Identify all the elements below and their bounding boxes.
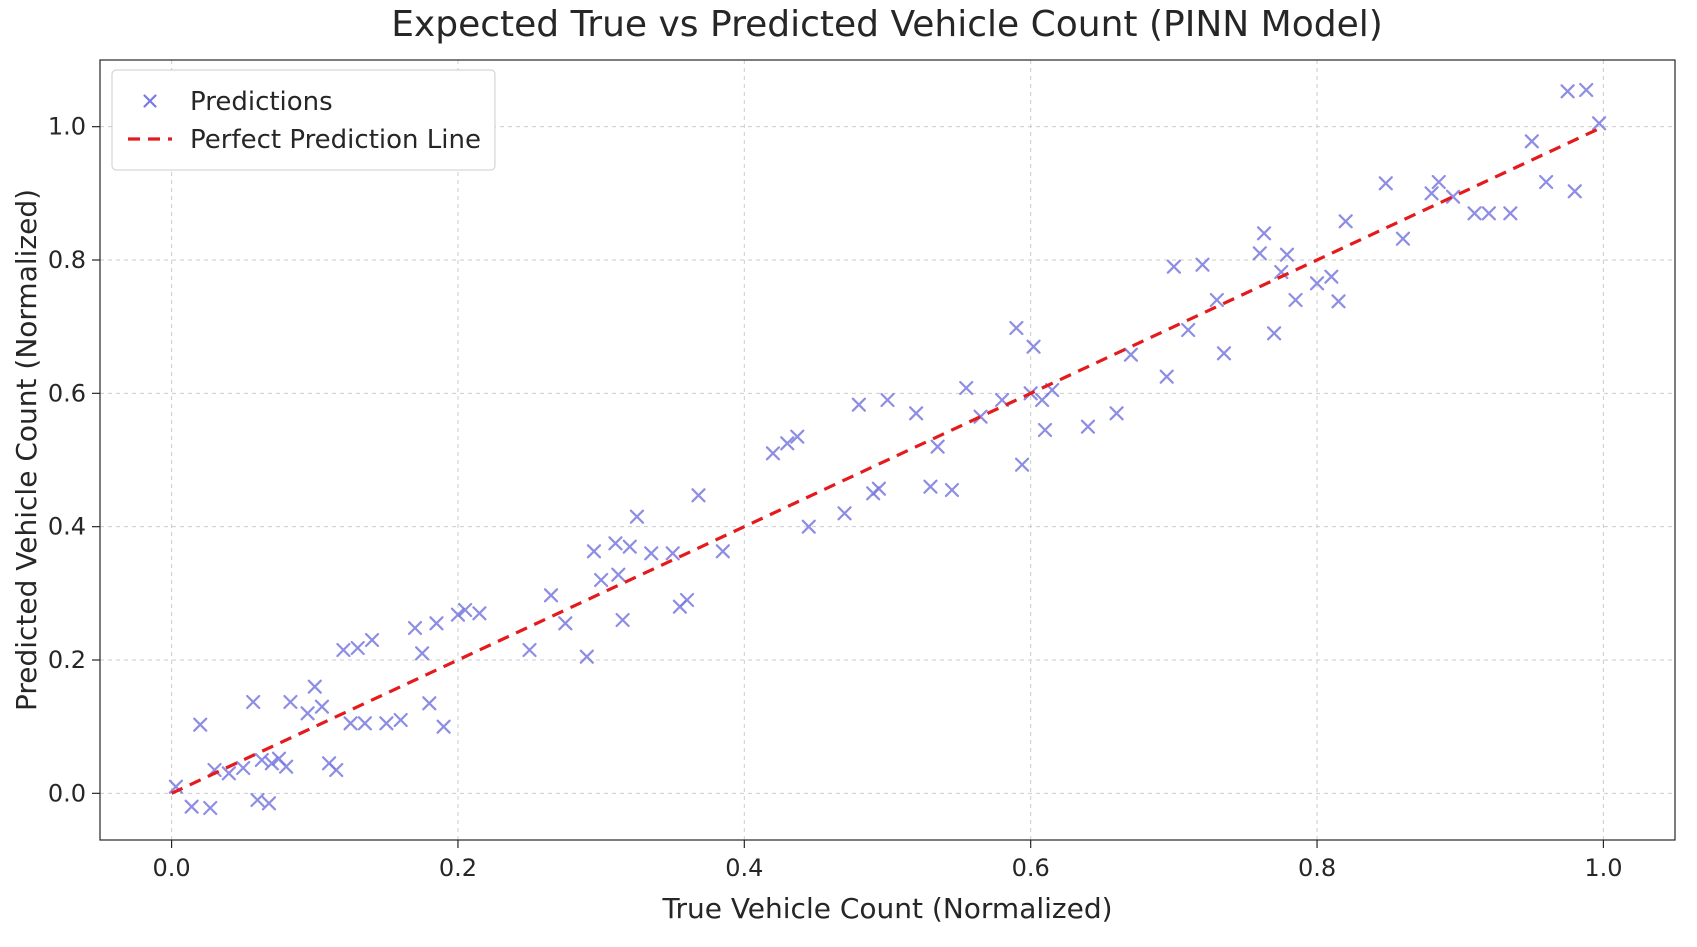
x-tick-label: 0.8 bbox=[1298, 854, 1336, 882]
y-tick-label: 0.4 bbox=[48, 513, 86, 541]
y-tick-label: 0.0 bbox=[48, 779, 86, 807]
chart-container: Expected True vs Predicted Vehicle Count… bbox=[0, 0, 1697, 947]
x-tick-label: 0.6 bbox=[1012, 854, 1050, 882]
y-tick-label: 1.0 bbox=[48, 113, 86, 141]
y-tick-label: 0.8 bbox=[48, 246, 86, 274]
x-tick-label: 0.2 bbox=[439, 854, 477, 882]
chart-svg: Expected True vs Predicted Vehicle Count… bbox=[0, 0, 1697, 947]
y-tick-label: 0.6 bbox=[48, 379, 86, 407]
legend: Predictions Perfect Prediction Line bbox=[112, 70, 495, 170]
legend-label-perfect-line: Perfect Prediction Line bbox=[190, 125, 481, 155]
chart-title: Expected True vs Predicted Vehicle Count… bbox=[391, 4, 1383, 45]
y-axis-label: Predicted Vehicle Count (Normalized) bbox=[10, 189, 43, 711]
x-axis-label: True Vehicle Count (Normalized) bbox=[661, 892, 1112, 925]
legend-frame bbox=[112, 70, 495, 170]
x-tick-label: 1.0 bbox=[1584, 854, 1622, 882]
y-tick-label: 0.2 bbox=[48, 646, 86, 674]
x-tick-label: 0.0 bbox=[153, 854, 191, 882]
x-tick-label: 0.4 bbox=[725, 854, 763, 882]
legend-label-predictions: Predictions bbox=[190, 87, 333, 117]
